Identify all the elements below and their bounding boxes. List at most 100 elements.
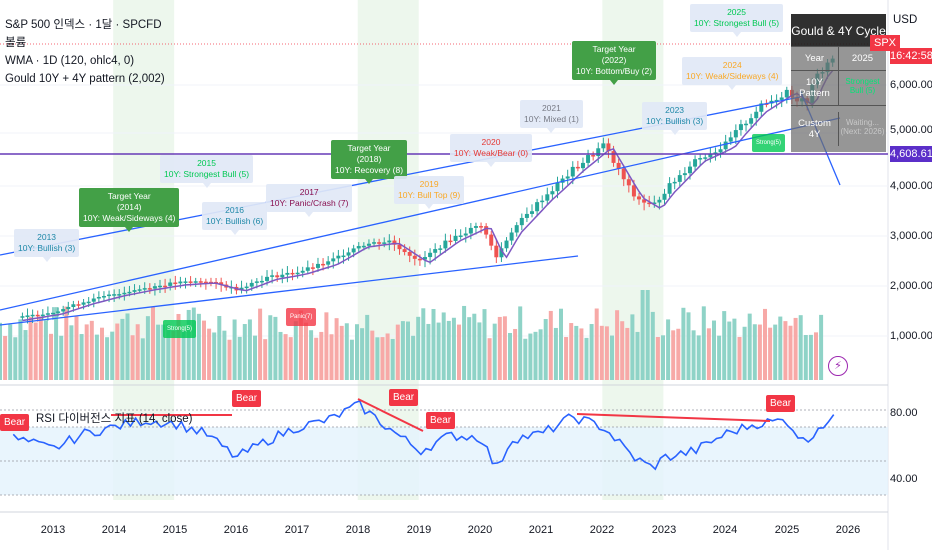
candle-body <box>112 294 117 296</box>
candle-body <box>40 314 45 317</box>
volume-bar <box>161 324 166 380</box>
bear-divergence-label: Bear <box>426 412 456 429</box>
volume-bar <box>171 330 176 380</box>
candle-body <box>448 240 453 243</box>
candle-body <box>117 294 122 296</box>
candle-body <box>422 257 427 260</box>
candle-body <box>198 281 203 283</box>
volume-bar <box>375 337 380 380</box>
candle-body <box>662 193 667 200</box>
volume-bar <box>451 317 456 380</box>
volume-bar <box>620 321 625 380</box>
rsi-line <box>12 400 835 471</box>
candle-body <box>341 255 346 258</box>
candle-body <box>744 123 749 126</box>
candle-body <box>540 200 545 203</box>
volume-indicator-label[interactable]: 볼륨 <box>5 37 27 49</box>
candle-body <box>433 249 438 253</box>
volume-bar <box>696 335 701 380</box>
volume-bar <box>380 337 385 380</box>
annotation-2021: 2021 10Y: Mixed (1) <box>520 100 583 133</box>
candle-body <box>51 312 55 315</box>
gould-row-label: 10Y Pattern <box>791 71 839 105</box>
year-tick: 2014 <box>101 524 127 536</box>
candle-body <box>275 275 280 278</box>
volume-bar <box>788 325 793 380</box>
candle-body <box>382 242 387 244</box>
volume-bar <box>151 306 155 380</box>
volume-bar <box>553 327 558 380</box>
volume-bar <box>650 311 655 380</box>
volume-bar <box>0 322 2 380</box>
candle-body <box>417 258 422 261</box>
volume-bar <box>559 308 563 380</box>
symbol-title[interactable]: S&P 500 인덱스 · 1달 · SPCFD <box>5 19 162 31</box>
candle-body <box>280 274 285 278</box>
candle-body <box>163 285 168 288</box>
rsi-tick-80: 80.00 <box>890 407 918 419</box>
wma-indicator-label[interactable]: WMA · 1D (120, ohlc4, 0) <box>5 55 135 67</box>
candle-body <box>647 202 652 205</box>
volume-bar <box>355 324 359 380</box>
candle-body <box>708 154 713 158</box>
candle-body <box>356 246 361 249</box>
volume-bar <box>569 323 574 380</box>
gould-indicator-label[interactable]: Gould 10Y + 4Y pattern (2,002) <box>5 73 165 85</box>
price-tick-4000: 4,000.00 <box>890 180 932 192</box>
candle-body <box>310 267 315 269</box>
lightning-icon[interactable]: ⚡ <box>828 356 848 376</box>
volume-bar <box>666 319 671 380</box>
volume-bar <box>421 308 426 380</box>
currency-label[interactable]: USD <box>893 14 918 26</box>
volume-bar <box>69 325 74 380</box>
hline-price-tag: 4,608.61 <box>890 146 932 162</box>
candle-body <box>718 149 723 153</box>
volume-bar <box>630 314 635 380</box>
annotation-2023: 2023 10Y: Bullish (3) <box>642 102 708 135</box>
volume-bar <box>156 324 161 380</box>
volume-bar <box>742 326 747 380</box>
volume-bar <box>49 333 53 380</box>
volume-bar <box>783 321 788 380</box>
target-year-band <box>113 0 175 500</box>
volume-bar <box>406 321 410 380</box>
volume-bar <box>599 325 604 380</box>
candle-body <box>524 213 529 218</box>
volume-bar <box>59 335 64 380</box>
volume-bar <box>584 337 589 380</box>
candle-body <box>677 175 682 182</box>
volume-bar <box>130 335 135 380</box>
candle-body <box>81 302 86 305</box>
volume-bar <box>502 316 507 380</box>
annotation-2015: 2015 10Y: Strongest Bull (5) <box>160 155 254 188</box>
volume-bar <box>487 338 492 380</box>
volume-bar <box>181 330 186 380</box>
year-tick: 2020 <box>467 524 493 536</box>
candle-body <box>244 286 249 289</box>
candle-body <box>499 248 504 258</box>
candle-body <box>137 289 142 291</box>
volume-bar <box>722 311 727 380</box>
candle-body <box>606 143 611 152</box>
candle-body <box>152 286 157 289</box>
volume-bar <box>74 316 79 380</box>
volume-bar <box>390 338 395 380</box>
rsi-indicator-label[interactable]: RSI 다이버전스 지표 (14, close) <box>36 413 193 425</box>
trend-support-line <box>0 255 579 326</box>
candle-body <box>91 298 96 302</box>
candle-body <box>402 249 407 253</box>
volume-bar <box>349 339 354 380</box>
volume-bar <box>288 337 293 380</box>
candle-body <box>586 155 591 163</box>
volume-bar <box>513 328 518 380</box>
volume-bar <box>477 322 482 380</box>
volume-bar <box>691 330 696 380</box>
candle-body <box>652 202 657 205</box>
candle-body <box>392 240 397 245</box>
volume-bar <box>23 330 28 380</box>
candle-body <box>733 130 738 138</box>
candle-body <box>336 255 341 259</box>
channel-lower-line <box>0 117 841 311</box>
